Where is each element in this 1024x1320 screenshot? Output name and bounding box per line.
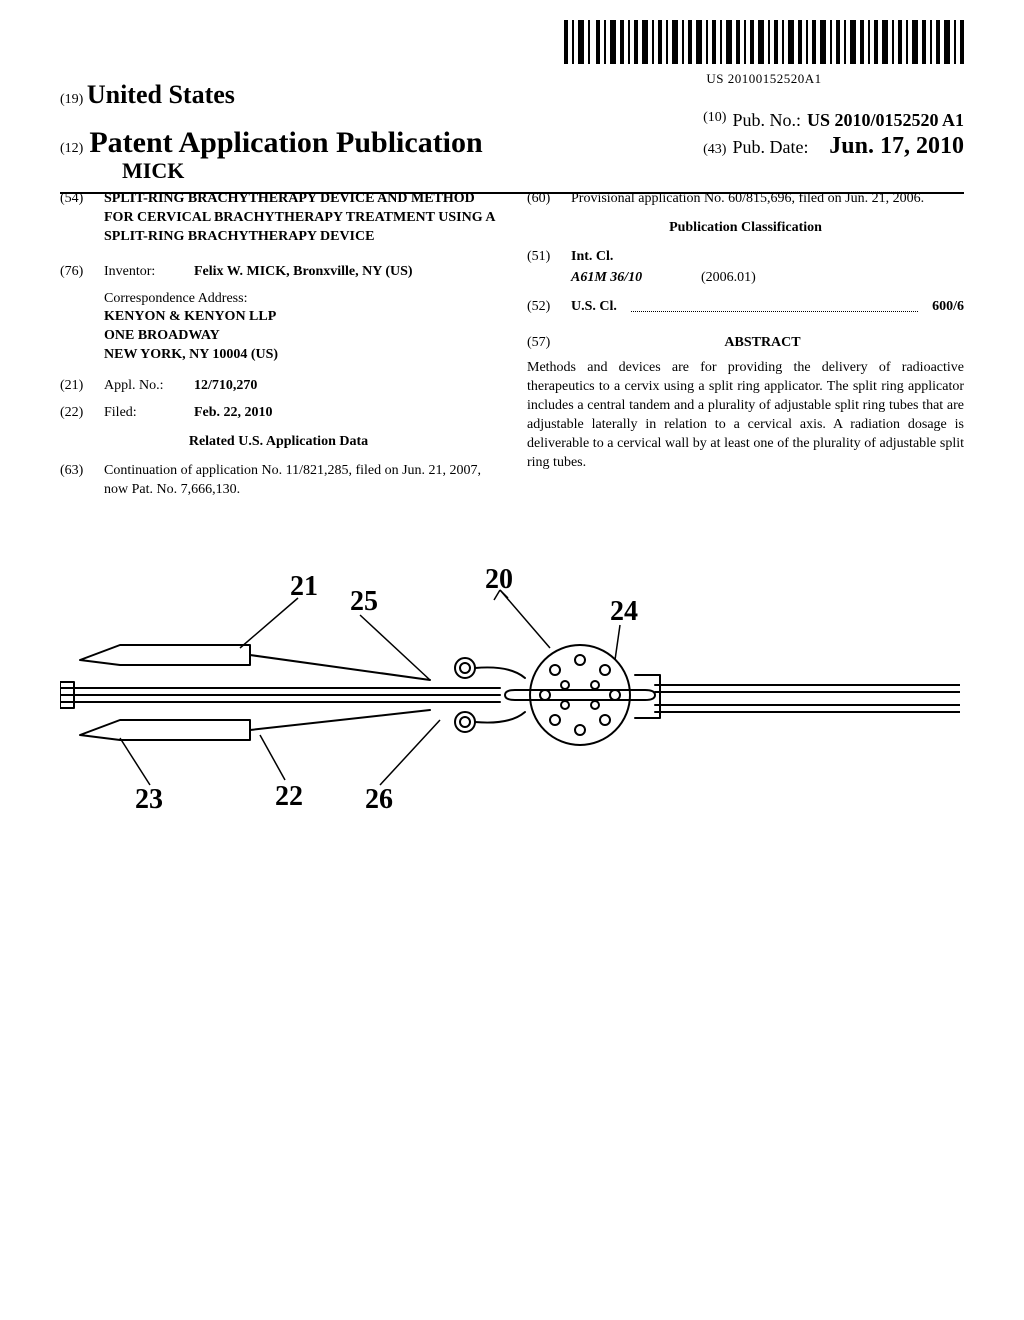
fig-label-25: 25 <box>350 586 378 617</box>
code-19: (19) <box>60 92 83 107</box>
correspondence-line2: ONE BROADWAY <box>104 327 497 346</box>
barcode-icon <box>564 20 964 64</box>
code-57: (57) <box>527 334 561 353</box>
code-51: (51) <box>527 248 561 267</box>
code-43: (43) <box>703 142 726 158</box>
pubno-value: US 2010/0152520 A1 <box>807 110 964 131</box>
fig-label-23: 23 <box>135 784 163 815</box>
provisional-text: Provisional application No. 60/815,696, … <box>571 190 964 209</box>
left-column: (54) SPLIT-RING BRACHYTHERAPY DEVICE AND… <box>60 190 497 508</box>
pubdate-label: Pub. Date: <box>732 137 808 158</box>
related-data-head: Related U.S. Application Data <box>60 433 497 452</box>
uscl-label: U.S. Cl. <box>571 298 617 317</box>
continuation-text: Continuation of application No. 11/821,2… <box>104 462 497 500</box>
fig-label-24: 24 <box>610 596 638 627</box>
filed-value: Feb. 22, 2010 <box>194 404 497 423</box>
code-60: (60) <box>527 190 561 209</box>
correspondence-line3: NEW YORK, NY 10004 (US) <box>104 346 497 365</box>
code-21: (21) <box>60 377 94 396</box>
intcl-class: A61M 36/10 <box>571 269 691 288</box>
code-54: (54) <box>60 190 94 247</box>
abstract-text: Methods and devices are for providing th… <box>527 359 964 472</box>
intcl-date: (2006.01) <box>701 269 756 288</box>
fig-label-22: 22 <box>275 781 303 812</box>
intcl-label: Int. Cl. <box>571 248 613 267</box>
pubno-label: Pub. No.: <box>732 110 801 131</box>
header: (19) United States (12) Patent Applicati… <box>60 80 964 194</box>
fig-label-21: 21 <box>290 571 318 602</box>
pub-classification-head: Publication Classification <box>527 219 964 238</box>
appl-label: Appl. No.: <box>104 377 184 396</box>
code-52: (52) <box>527 298 561 317</box>
patent-figure: 21 25 20 24 23 22 26 <box>60 560 964 825</box>
pubdate-value: Jun. 17, 2010 <box>829 133 964 160</box>
code-10: (10) <box>703 110 726 131</box>
code-76: (76) <box>60 263 94 282</box>
code-12: (12) <box>60 141 83 157</box>
right-column: (60) Provisional application No. 60/815,… <box>527 190 964 508</box>
inventor-value: Felix W. MICK, Bronxville, NY (US) <box>194 263 497 282</box>
invention-title: SPLIT-RING BRACHYTHERAPY DEVICE AND METH… <box>104 190 497 247</box>
code-63: (63) <box>60 462 94 500</box>
body-columns: (54) SPLIT-RING BRACHYTHERAPY DEVICE AND… <box>60 190 964 508</box>
barcode-area: US 20100152520A1 <box>564 20 964 87</box>
dotted-leader <box>631 299 918 313</box>
country-name: United States <box>87 80 235 109</box>
correspondence-line1: KENYON & KENYON LLP <box>104 308 497 327</box>
inventor-surname: MICK <box>122 158 964 184</box>
inventor-label: Inventor: <box>104 263 184 282</box>
figure-svg: 21 25 20 24 23 22 26 <box>60 560 960 820</box>
fig-label-20: 20 <box>485 564 513 595</box>
filed-label: Filed: <box>104 404 184 423</box>
fig-label-26: 26 <box>365 784 393 815</box>
appl-value: 12/710,270 <box>194 377 497 396</box>
publication-title: Patent Application Publication <box>89 126 482 160</box>
abstract-head: ABSTRACT <box>561 334 964 353</box>
uscl-value: 600/6 <box>932 298 964 317</box>
code-22: (22) <box>60 404 94 423</box>
correspondence-label: Correspondence Address: <box>104 290 497 309</box>
